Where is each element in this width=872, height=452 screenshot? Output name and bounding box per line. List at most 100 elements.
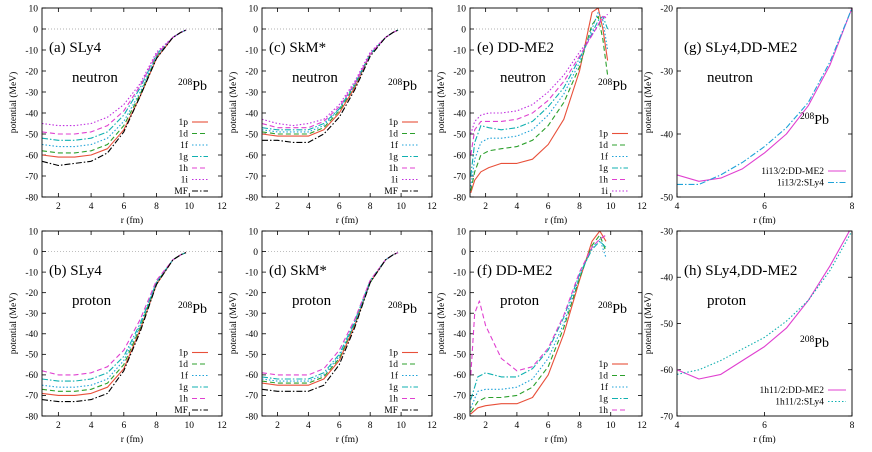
panel-g: -20 -30 -40 -504 6 8 r (fm) potential (MeV) (g) … xyxy=(643,4,855,226)
legend: 1h11/2:DD-ME2 1h11/2:SLy4 xyxy=(759,386,846,408)
mass-number: 208 xyxy=(178,78,193,88)
legend-label: 1d xyxy=(389,360,399,370)
legend-label: 1f xyxy=(390,140,399,151)
particle-label: proton xyxy=(707,293,747,309)
series-line-mf xyxy=(42,252,187,403)
series-line-1f xyxy=(470,11,609,187)
x-axis-label: r (fm) xyxy=(336,434,358,445)
series-line-1h112ddme2 xyxy=(677,231,851,380)
x-tick-label: 12 xyxy=(217,202,227,212)
x-tick-label: 2 xyxy=(275,421,280,431)
y-tick-label: -30 xyxy=(660,227,673,237)
x-axis-label: r (fm) xyxy=(121,215,143,226)
legend-label: 1d xyxy=(179,130,189,140)
x-tick-label: 8 xyxy=(850,421,855,431)
y-axis-label: potential (MeV) xyxy=(228,293,239,354)
y-axis-label: potential (MeV) xyxy=(643,72,654,133)
x-tick-label: 12 xyxy=(637,421,647,431)
series-line-1i132ddme2 xyxy=(677,8,852,182)
x-tick-label: 10 xyxy=(606,421,616,431)
series-line-1f xyxy=(262,252,399,382)
legend: 1i13/2:DD-ME2 1i13/2:SLy4 xyxy=(761,167,846,189)
y-tick-label: -50 xyxy=(453,351,466,361)
legend-label: 1h xyxy=(389,164,399,174)
y-tick-label: -50 xyxy=(245,351,258,361)
y-axis-label: potential (MeV) xyxy=(8,72,19,133)
legend-label: MF xyxy=(384,406,398,416)
y-axis-label: potential (MeV) xyxy=(228,72,239,133)
panel-a: 10 0 -10 -20 -30 -40 -50 -60 -70 -80 2 4 6 8 10 12 r (fm… xyxy=(8,4,227,226)
legend-label: 1p xyxy=(389,118,399,128)
panel-title: (g) SLy4,DD-ME2 xyxy=(684,40,797,56)
x-tick-label: 4 xyxy=(89,202,94,212)
element-symbol: Pb xyxy=(814,336,829,351)
mass-number: 208 xyxy=(598,78,613,88)
y-tick-label: -50 xyxy=(245,130,258,140)
y-tick-label: -40 xyxy=(245,109,258,119)
legend-label: 1i13/2:DD-ME2 xyxy=(761,167,824,177)
x-tick-label: 2 xyxy=(275,202,280,212)
series-line-1h xyxy=(42,252,187,376)
series-line-1h112sly4 xyxy=(677,231,852,375)
x-tick-label: 12 xyxy=(427,202,437,212)
legend-label: 1g xyxy=(389,383,399,393)
x-tick-label: 6 xyxy=(337,421,342,431)
y-tick-label: -30 xyxy=(453,310,466,320)
mass-number: 208 xyxy=(388,301,403,311)
series-line-1h xyxy=(470,234,607,375)
y-tick-label: -40 xyxy=(660,274,673,284)
series-group xyxy=(677,8,852,185)
y-tick-label: -70 xyxy=(660,412,673,422)
y-tick-label: 10 xyxy=(457,4,467,14)
y-tick-label: -80 xyxy=(245,412,258,422)
x-tick-label: 4 xyxy=(515,421,520,431)
legend-label: 1d xyxy=(599,141,609,151)
legend-label: 1g xyxy=(179,153,189,163)
series-line-mf xyxy=(262,252,399,392)
y-tick-label: -10 xyxy=(453,268,466,278)
panel-e: 10 0 -10 -20 -30 -40 -50 -60 -70 -80 2 4 6 8 10 12 r (fm… xyxy=(436,4,647,226)
x-tick-label: 4 xyxy=(306,421,311,431)
y-tick-label: -10 xyxy=(25,268,38,278)
element-symbol: Pb xyxy=(402,302,417,317)
x-tick-label: 6 xyxy=(762,202,767,212)
plot-frame xyxy=(676,230,853,417)
plot-frame xyxy=(469,7,643,198)
x-tick-label: 10 xyxy=(396,202,406,212)
y-axis-label: potential (MeV) xyxy=(643,293,654,354)
x-tick-label: 2 xyxy=(483,421,488,431)
x-tick-label: 8 xyxy=(577,202,582,212)
x-tick-label: 6 xyxy=(121,421,126,431)
series-line-1d xyxy=(470,234,607,413)
y-tick-label: 10 xyxy=(457,227,467,237)
series-group xyxy=(677,231,852,380)
legend-label: 1d xyxy=(179,360,189,370)
y-tick-label: -70 xyxy=(245,392,258,402)
element-symbol: Pb xyxy=(814,113,829,128)
plot-frame xyxy=(41,7,223,198)
series-line-1g xyxy=(470,240,607,400)
legend-label: MF xyxy=(174,406,188,416)
legend-label: 1h xyxy=(389,395,399,405)
legend-label: 1p xyxy=(179,349,189,359)
y-tick-label: -70 xyxy=(25,392,38,402)
panel-d: 10 0 -10 -20 -30 -40 -50 -60 -70 -80 2 4 6 8 10 12 r (fm… xyxy=(228,227,437,445)
nucleus-label: 208Pb xyxy=(598,301,627,317)
legend-label: 1g xyxy=(179,383,189,393)
x-tick-label: 4 xyxy=(515,202,520,212)
x-tick-label: 6 xyxy=(121,202,126,212)
series-group xyxy=(262,29,399,143)
y-tick-label: 10 xyxy=(249,4,259,14)
nucleus-label: 208Pb xyxy=(178,78,207,94)
series-line-1g xyxy=(42,29,187,141)
x-tick-label: 2 xyxy=(483,202,488,212)
x-axis-label: r (fm) xyxy=(545,434,567,445)
series-line-1i132sly4 xyxy=(677,8,852,185)
legend-label: 1f xyxy=(390,371,399,382)
panel-title: (h) SLy4,DD-ME2 xyxy=(684,263,797,279)
y-tick-label: -70 xyxy=(453,392,466,402)
y-tick-label: 0 xyxy=(253,25,258,35)
panel-f: 10 0 -10 -20 -30 -40 -50 -60 -70 -80 2 4 6 8 10 12 r (fm… xyxy=(436,227,647,445)
